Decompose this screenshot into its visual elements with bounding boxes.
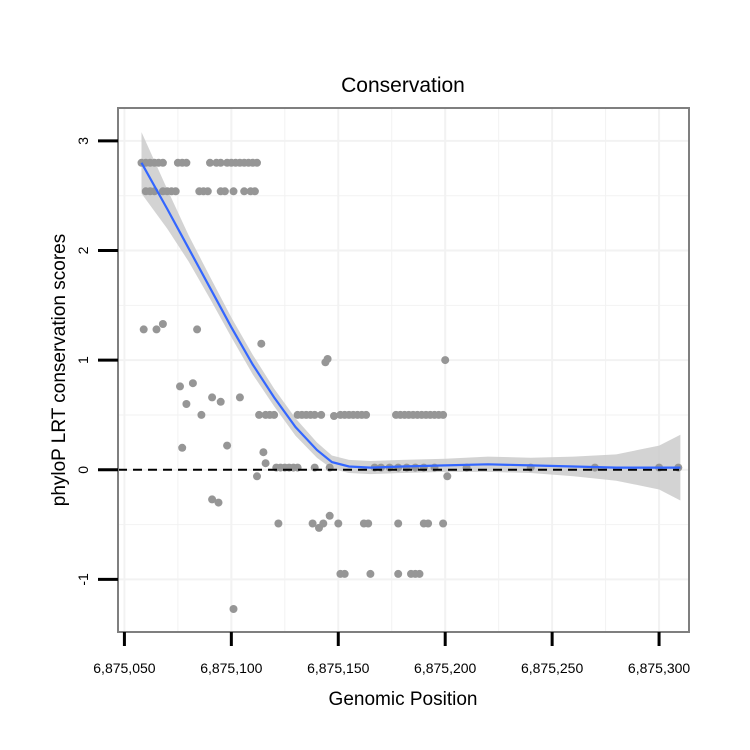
data-point: [152, 325, 161, 334]
smooth-line: [140, 162, 681, 469]
data-point: [216, 397, 225, 406]
data-point: [178, 443, 187, 452]
y-tick-label: 1: [75, 356, 91, 364]
data-point: [193, 325, 202, 334]
data-point: [325, 511, 334, 520]
data-point: [255, 410, 264, 419]
data-point: [394, 519, 403, 528]
data-point: [158, 320, 167, 328]
data-point: [257, 339, 266, 348]
confidence-ribbon-layer: [141, 132, 681, 501]
y-axis: -1 0 1 2 3: [75, 137, 118, 586]
data-point: [223, 441, 232, 450]
data-point: [340, 569, 349, 578]
y-axis-label: phyloP LRT conservation scores: [49, 234, 70, 507]
x-tick-label: 6,875,050: [93, 660, 155, 676]
data-point: [415, 569, 424, 578]
data-point: [366, 569, 375, 578]
data-point: [229, 605, 238, 613]
data-point: [319, 519, 328, 528]
data-point: [188, 379, 197, 388]
x-tick-label: 6,875,100: [200, 660, 262, 676]
data-point: [158, 158, 167, 167]
x-tick-label: 6,875,300: [628, 660, 690, 676]
data-point: [206, 158, 214, 167]
data-point: [229, 187, 238, 196]
x-tick-label: 6,875,200: [414, 660, 476, 676]
data-point: [250, 187, 259, 196]
y-tick-label: 2: [75, 246, 91, 254]
data-point: [424, 519, 433, 528]
data-point: [439, 519, 448, 528]
x-axis: 6,875,050 6,875,100 6,875,150 6,875,200 6,87…: [93, 632, 690, 676]
data-point: [220, 187, 229, 196]
data-point: [216, 158, 225, 167]
data-point: [439, 410, 448, 419]
data-point: [171, 187, 180, 196]
data-point: [317, 410, 326, 419]
y-tick-label: 3: [75, 137, 91, 145]
y-tick-label: 0: [75, 466, 91, 474]
confidence-ribbon: [141, 132, 681, 501]
data-point: [182, 158, 191, 167]
data-point: [182, 400, 191, 408]
data-point: [253, 158, 261, 167]
data-point: [261, 459, 270, 468]
data-point: [310, 410, 319, 419]
x-tick-label: 6,875,150: [307, 660, 369, 676]
x-axis-label: Genomic Position: [329, 689, 478, 710]
data-point: [330, 412, 338, 420]
data-point: [394, 569, 403, 578]
data-point: [270, 410, 279, 419]
data-point: [362, 410, 371, 419]
data-points: [137, 158, 683, 613]
data-point: [203, 187, 212, 196]
data-point: [214, 498, 223, 507]
data-point: [240, 187, 249, 196]
data-point: [253, 472, 261, 481]
x-tick-label: 6,875,250: [521, 660, 583, 676]
data-point: [364, 519, 373, 528]
plot-frame: [117, 107, 690, 633]
data-point: [259, 448, 268, 457]
data-point: [176, 382, 184, 391]
data-point: [334, 519, 343, 528]
data-point: [274, 519, 283, 528]
data-point: [441, 356, 450, 365]
data-point: [308, 519, 317, 528]
data-point: [139, 325, 148, 334]
panel-border: [117, 107, 690, 633]
data-point: [197, 410, 206, 419]
data-point: [208, 393, 217, 402]
grid: [118, 108, 689, 632]
data-point: [443, 472, 452, 481]
smooth-line-layer: [140, 162, 681, 469]
data-point: [208, 495, 217, 504]
chart-title: Conservation: [341, 74, 465, 97]
data-point: [323, 355, 332, 363]
y-tick-label: -1: [75, 573, 91, 586]
data-point: [235, 393, 244, 402]
